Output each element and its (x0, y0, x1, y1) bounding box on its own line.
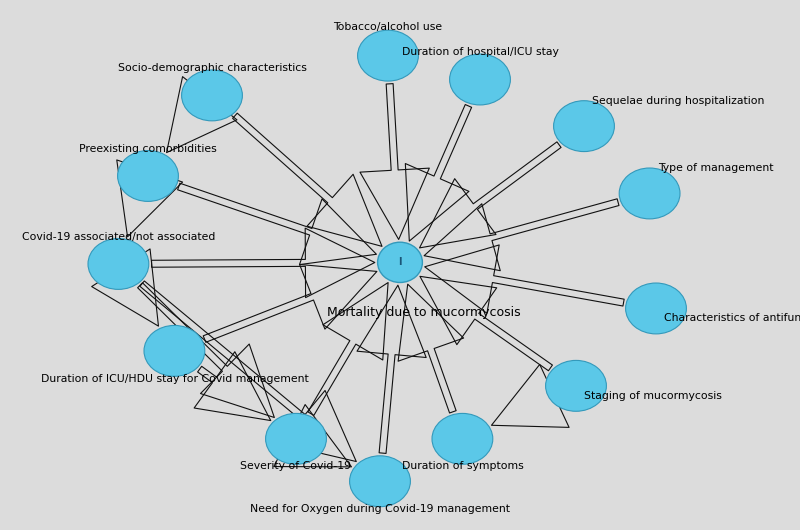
Text: Preexisting comorbidities: Preexisting comorbidities (79, 144, 217, 154)
Ellipse shape (554, 101, 614, 152)
Ellipse shape (358, 30, 418, 81)
Ellipse shape (350, 456, 410, 507)
Ellipse shape (378, 242, 422, 282)
Ellipse shape (118, 151, 178, 201)
Text: Covid-19 associated/not associated: Covid-19 associated/not associated (22, 232, 215, 242)
Text: Socio-demographic characteristics: Socio-demographic characteristics (118, 63, 306, 73)
Ellipse shape (144, 325, 205, 376)
Ellipse shape (432, 413, 493, 464)
Text: Need for Oxygen during Covid-19 management: Need for Oxygen during Covid-19 manageme… (250, 504, 510, 514)
Text: Severity of Covid-19: Severity of Covid-19 (241, 461, 351, 471)
Ellipse shape (450, 54, 510, 105)
Text: Mortality due to mucormycosis: Mortality due to mucormycosis (327, 306, 521, 320)
Text: Tobacco/alcohol use: Tobacco/alcohol use (334, 22, 442, 32)
Text: Duration of symptoms: Duration of symptoms (402, 461, 523, 471)
Text: Characteristics of antifungal therapy: Characteristics of antifungal therapy (664, 313, 800, 323)
Ellipse shape (619, 168, 680, 219)
Text: Duration of hospital/ICU stay: Duration of hospital/ICU stay (402, 47, 558, 57)
Ellipse shape (182, 70, 242, 121)
Ellipse shape (546, 360, 606, 411)
Text: Type of management: Type of management (658, 163, 773, 173)
Ellipse shape (266, 413, 326, 464)
Ellipse shape (88, 238, 149, 289)
Ellipse shape (626, 283, 686, 334)
Text: Sequelae during hospitalization: Sequelae during hospitalization (592, 96, 764, 106)
Text: I: I (398, 258, 402, 267)
Text: Duration of ICU/HDU stay for Covid management: Duration of ICU/HDU stay for Covid manag… (41, 374, 308, 384)
Text: Staging of mucormycosis: Staging of mucormycosis (584, 391, 722, 401)
